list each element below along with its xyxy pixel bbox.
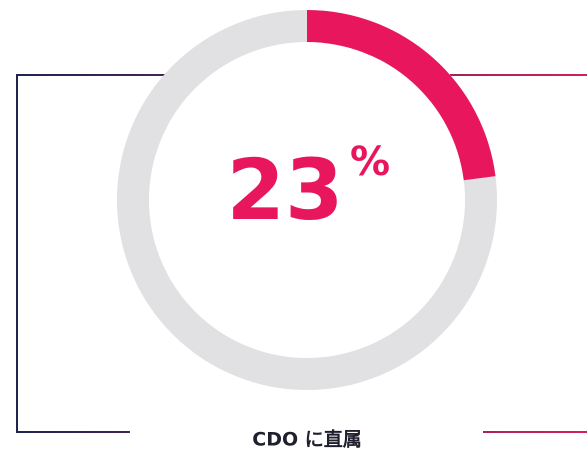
value-unit: % <box>350 139 390 185</box>
donut-segment <box>307 10 496 181</box>
frame-left <box>16 74 170 433</box>
caption: CDO に直属 <box>252 428 361 451</box>
frame <box>16 74 587 433</box>
value-label: 23 <box>227 141 344 239</box>
